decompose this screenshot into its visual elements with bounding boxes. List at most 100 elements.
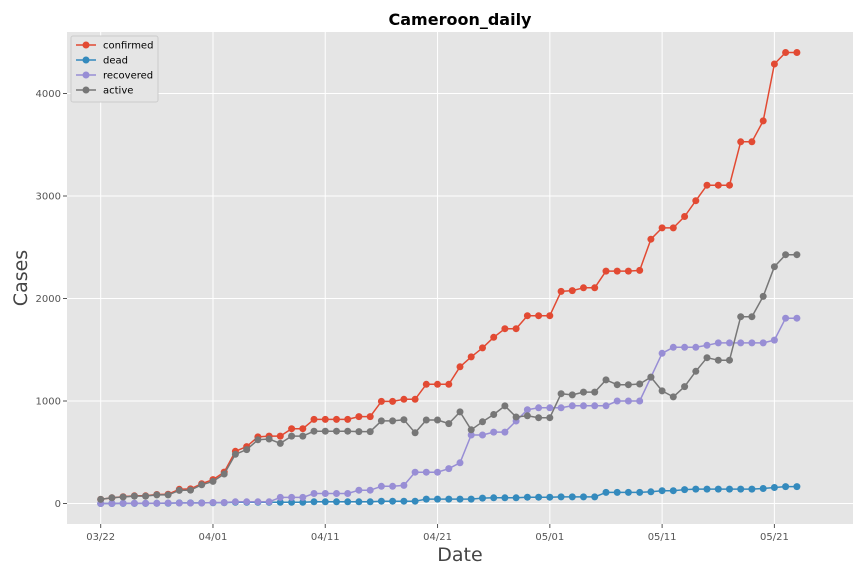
data-point-recovered [748, 339, 756, 347]
data-point-confirmed [636, 266, 644, 274]
data-point-active [411, 429, 419, 437]
data-point-dead [377, 497, 385, 505]
data-point-dead [344, 498, 352, 506]
data-point-active [479, 418, 486, 426]
data-point-recovered [321, 490, 329, 497]
data-point-active [591, 388, 599, 396]
data-point-confirmed [299, 425, 307, 433]
data-point-dead [276, 498, 284, 506]
data-point-dead [479, 494, 486, 502]
data-point-recovered [602, 402, 610, 410]
data-point-confirmed [479, 344, 486, 352]
y-tick-label: 2000 [36, 294, 61, 305]
data-point-dead [333, 498, 340, 506]
data-point-active [568, 391, 576, 399]
data-point-confirmed [748, 138, 756, 146]
data-point-confirmed [647, 235, 655, 243]
data-point-confirmed [434, 380, 441, 388]
data-point-active [209, 477, 217, 485]
data-point-confirmed [501, 325, 509, 333]
data-point-active [535, 414, 543, 422]
data-point-active [501, 402, 509, 410]
data-point-recovered [580, 402, 587, 410]
data-point-confirmed [276, 432, 284, 440]
data-point-confirmed [714, 181, 722, 189]
data-point-active [658, 387, 666, 395]
data-point-active [344, 427, 352, 435]
data-point-active [647, 373, 655, 381]
data-point-active [445, 420, 453, 428]
chart-title: Cameroon_daily [389, 10, 533, 29]
data-point-active [546, 414, 554, 422]
data-point-confirmed [490, 333, 498, 341]
data-point-dead [389, 497, 397, 505]
data-point-recovered [243, 498, 251, 506]
data-point-active [512, 413, 520, 421]
data-point-confirmed [411, 395, 419, 403]
data-point-confirmed [535, 312, 543, 320]
data-point-recovered [175, 499, 183, 507]
legend: confirmed dead recovered active [70, 35, 159, 103]
data-point-recovered [490, 428, 498, 436]
data-point-active [377, 417, 385, 425]
data-point-dead [669, 487, 677, 495]
data-point-recovered [276, 493, 284, 501]
data-point-confirmed [389, 397, 397, 405]
data-point-active [231, 450, 239, 458]
data-point-recovered [254, 498, 262, 506]
data-point-dead [658, 487, 666, 495]
data-point-dead [681, 486, 689, 494]
data-point-confirmed [355, 413, 363, 421]
y-tick-label: 4000 [36, 89, 61, 100]
data-point-active [220, 470, 228, 478]
data-point-active [456, 408, 464, 416]
data-point-active [770, 263, 778, 271]
data-point-recovered [130, 499, 138, 507]
series-active [97, 251, 801, 503]
x-tick-label: 04/11 [311, 532, 340, 543]
data-point-recovered [793, 314, 801, 322]
data-point-dead [535, 493, 543, 501]
legend-label-active: active [103, 86, 133, 97]
data-point-recovered [377, 482, 385, 490]
data-point-dead [737, 485, 745, 493]
legend-marker-recovered [82, 71, 90, 79]
data-point-recovered [153, 499, 161, 507]
data-point-active [748, 313, 756, 321]
grid-lines [67, 32, 853, 524]
data-point-dead [557, 493, 565, 501]
data-point-recovered [714, 339, 722, 347]
data-point-active [759, 292, 767, 300]
data-point-recovered [187, 499, 194, 507]
data-point-recovered [411, 468, 419, 476]
data-point-active [400, 416, 408, 424]
data-point-dead [445, 495, 453, 503]
data-point-recovered [681, 343, 689, 351]
data-point-confirmed [737, 138, 745, 146]
data-point-recovered [288, 493, 296, 501]
data-point-recovered [669, 343, 677, 351]
data-point-confirmed [669, 224, 677, 232]
data-point-active [355, 428, 363, 436]
data-point-recovered [231, 498, 239, 506]
x-axis-label: Date [437, 544, 482, 566]
data-point-recovered [445, 465, 453, 473]
data-point-confirmed [310, 415, 318, 423]
data-point-dead [501, 494, 509, 502]
data-point-recovered [209, 499, 217, 506]
data-point-confirmed [512, 325, 520, 333]
data-point-confirmed [321, 415, 329, 423]
data-point-dead [613, 488, 621, 496]
data-point-dead [512, 494, 520, 502]
data-point-recovered [523, 406, 531, 414]
data-point-confirmed [400, 395, 408, 403]
data-point-confirmed [703, 181, 711, 189]
data-point-recovered [624, 397, 632, 405]
data-point-dead [355, 498, 363, 506]
y-tick-label: 1000 [36, 397, 61, 408]
y-axis-label: Cases [10, 250, 32, 306]
data-point-recovered [119, 499, 127, 507]
data-point-recovered [400, 481, 408, 489]
data-point-active [580, 388, 587, 396]
data-point-confirmed [344, 415, 352, 423]
